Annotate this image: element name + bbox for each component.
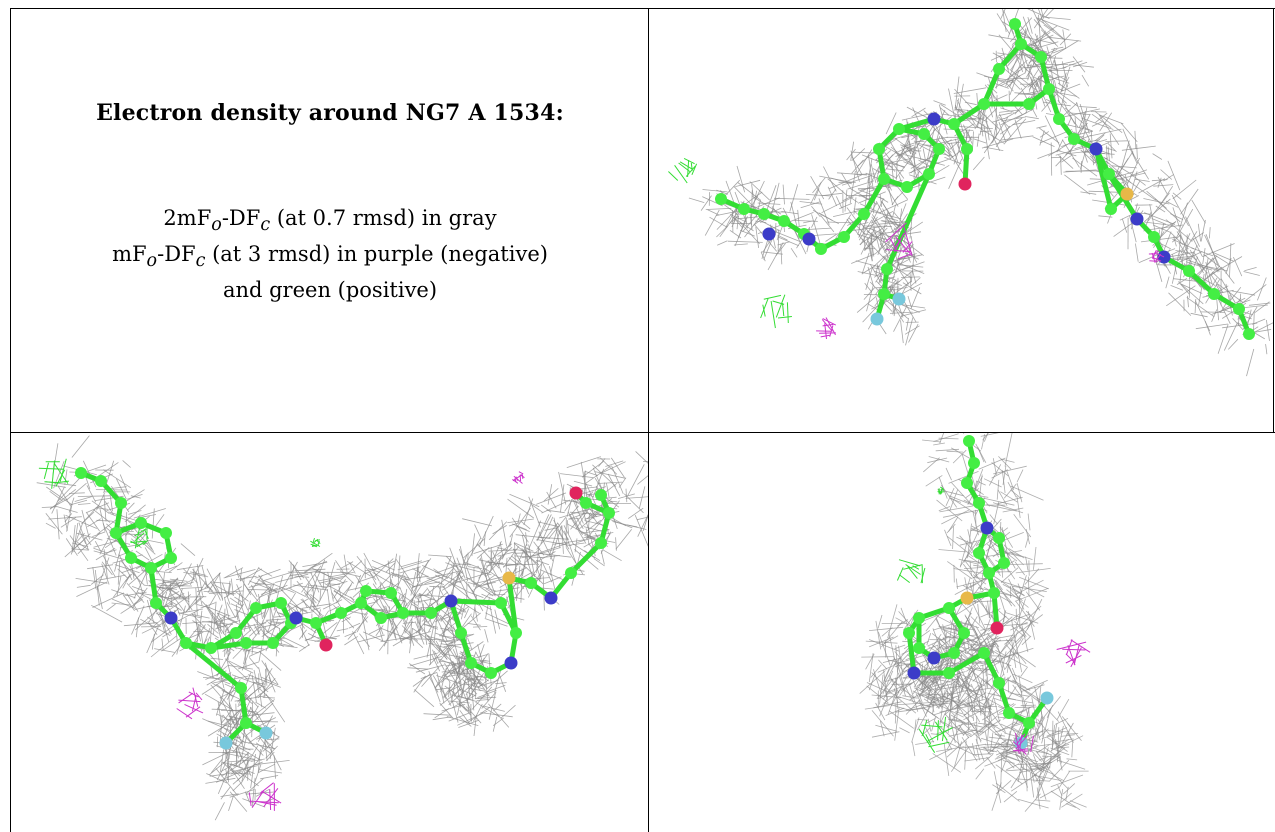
ligand-2	[75, 467, 615, 750]
molecule-view-bottom-left	[11, 433, 648, 832]
legend-panel: Electron density around NG7 A 1534: 2mFo…	[12, 8, 648, 432]
diff-negative-1a	[885, 222, 913, 260]
molecule-view-bottom-right	[649, 433, 1275, 832]
diff-positive-2c	[310, 537, 321, 548]
diff-negative-2a	[512, 471, 525, 484]
diff-positive-1a	[668, 157, 698, 184]
diff-negative-3a	[1056, 639, 1091, 668]
density-render-1	[668, 9, 1273, 377]
diff-positive-3a	[896, 559, 926, 584]
molecule-view-top-right	[649, 9, 1273, 432]
diff-negative-1b	[816, 317, 837, 340]
ligand-3	[903, 435, 1054, 750]
legend-description: 2mFo-DFc (at 0.7 rmsd) in gray mFo-DFc (…	[12, 204, 648, 305]
diff-positive-2b	[130, 527, 149, 549]
mesh-2fofc-1	[688, 9, 1273, 377]
diff-positive-2a	[38, 458, 69, 489]
density-render-2	[36, 435, 648, 821]
grid-middle-border	[10, 432, 1275, 433]
legend-line-fofc: mFo-DFc (at 3 rmsd) in purple (negative)	[112, 242, 548, 272]
diff-negative-3b	[1012, 733, 1034, 755]
diff-negative-2c	[248, 782, 282, 811]
diff-negative-2b	[176, 687, 204, 720]
mesh-2fofc-3	[859, 433, 1089, 812]
legend-line-colors: and green (positive)	[222, 278, 438, 303]
ligand-1	[715, 18, 1255, 340]
mesh-2fofc-1b	[842, 172, 927, 346]
mesh-2fofc-2b	[197, 639, 290, 821]
diff-negative-1c	[1148, 249, 1165, 263]
legend-title: Electron density around NG7 A 1534:	[96, 100, 564, 126]
legend-line-2fofc: 2mFo-DFc (at 0.7 rmsd) in gray	[163, 206, 497, 236]
diff-positive-1b	[760, 294, 792, 329]
diff-positive-3c	[937, 486, 945, 495]
grid-center-border	[648, 8, 649, 832]
density-render-3	[859, 433, 1091, 812]
diff-positive-3b	[918, 716, 953, 753]
grid-right-border	[1273, 8, 1274, 433]
grid-top-border	[10, 8, 1275, 9]
grid-left-border	[10, 8, 11, 832]
